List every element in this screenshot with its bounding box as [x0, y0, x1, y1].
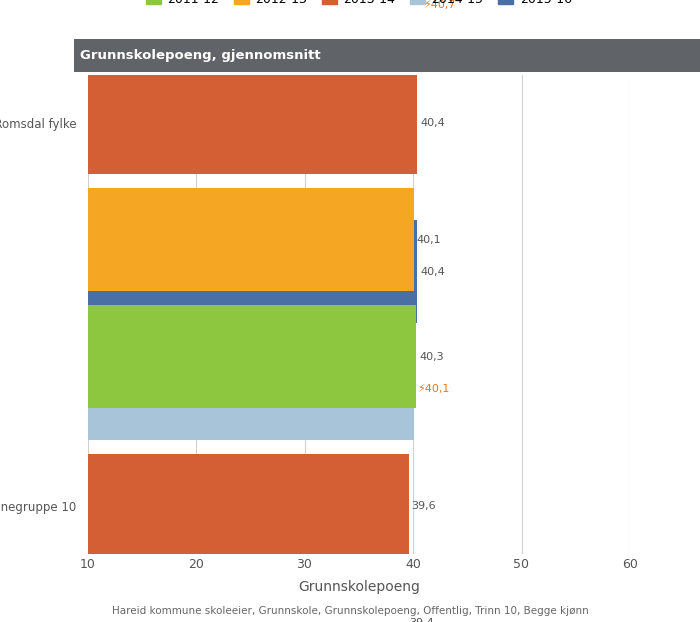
Bar [88, 0, 412, 25]
Bar [88, 71, 417, 174]
Bar [88, 188, 414, 291]
Text: 40,4: 40,4 [420, 118, 444, 128]
Legend: 2011-12, 2012-13, 2013-14, 2014-15, 2015-16: 2011-12, 2012-13, 2013-14, 2014-15, 2015… [146, 0, 572, 6]
Text: 40,3: 40,3 [419, 351, 444, 361]
Bar [88, 571, 407, 622]
Text: Hareid kommune skoleeier, Grunnskole, Grunnskolepoeng, Offentlig, Trinn 10, Begg: Hareid kommune skoleeier, Grunnskole, Gr… [111, 606, 589, 616]
Bar [88, 0, 421, 57]
X-axis label: Grunnskolepoeng: Grunnskolepoeng [298, 580, 420, 594]
Text: ⚡40,7: ⚡40,7 [424, 1, 456, 11]
Bar [88, 454, 409, 557]
Bar [88, 337, 414, 440]
Text: ⚡40,1: ⚡40,1 [416, 384, 449, 394]
Text: Grunnskolepoeng, gjennomsnitt: Grunnskolepoeng, gjennomsnitt [80, 49, 321, 62]
Bar [88, 220, 417, 323]
Bar [88, 603, 415, 622]
Text: 39,4: 39,4 [410, 618, 434, 622]
Text: 40,4: 40,4 [420, 267, 444, 277]
Text: 40,1: 40,1 [416, 234, 442, 244]
Text: 39,6: 39,6 [412, 501, 436, 511]
Bar [88, 305, 416, 408]
